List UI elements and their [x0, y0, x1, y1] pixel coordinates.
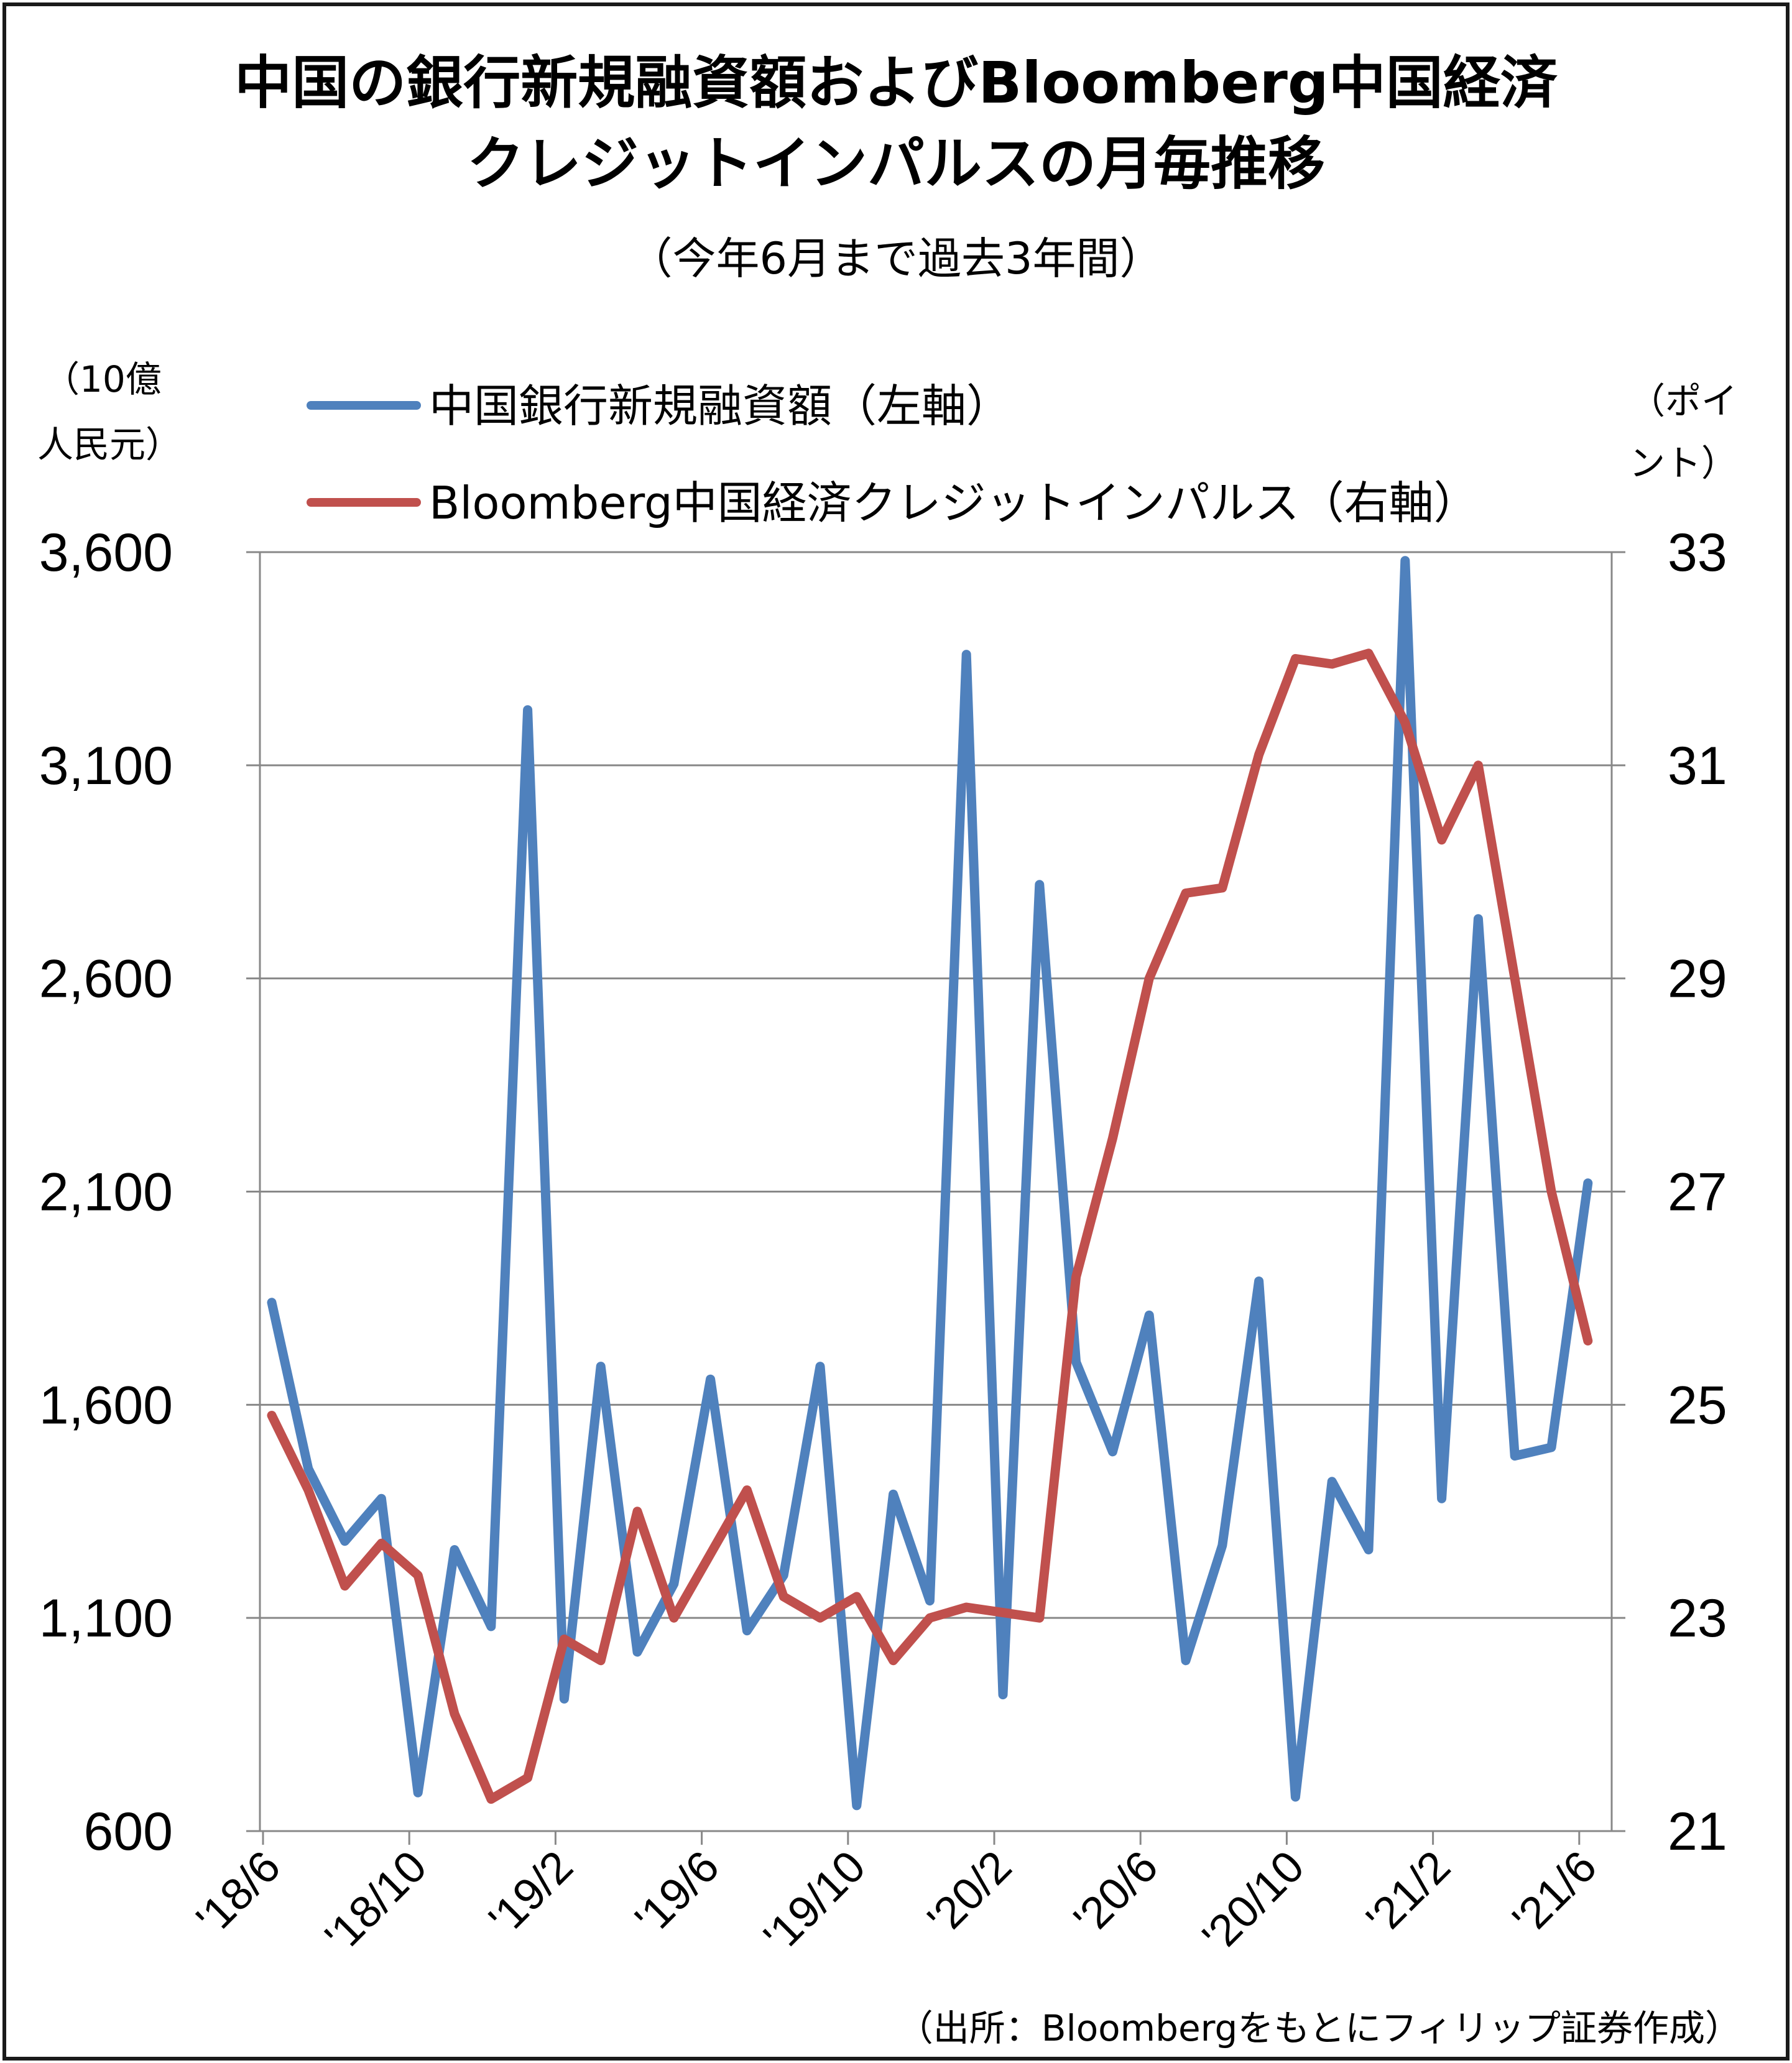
- left-axis-tick-label: 600: [84, 1802, 173, 1862]
- legend-label-impulse: Bloomberg中国経済クレジットインパルス（右軸）: [429, 477, 1479, 529]
- left-axis-tick-label: 2,600: [39, 949, 173, 1009]
- x-axis-tick-label: '21/6: [1503, 1842, 1606, 1944]
- series-lines: [267, 556, 1593, 1811]
- right-axis-tick-label: 29: [1668, 949, 1727, 1009]
- right-axis-tick-label: 31: [1668, 736, 1727, 796]
- legend-label-loans: 中国銀行新規融資額（左軸）: [429, 380, 1011, 432]
- right-axis-tick-label: 23: [1668, 1589, 1727, 1648]
- x-axis-tick-label: '20/6: [1065, 1842, 1167, 1944]
- x-axis-tick-label: '20/10: [1193, 1842, 1314, 1962]
- left-axis-tick-label: 3,600: [39, 523, 173, 583]
- chart-subtitle: （今年6月まで過去3年間）: [629, 233, 1163, 284]
- left-axis-tick-label: 3,100: [39, 736, 173, 796]
- left-axis-tick-labels: 600 1,100 1,600 2,100 2,600 3,100 3,600: [39, 523, 173, 1862]
- left-axis-tick-label: 1,100: [39, 1589, 173, 1648]
- series-line-loans: [267, 556, 1593, 1811]
- right-axis-tick-label: 21: [1668, 1802, 1727, 1862]
- x-axis-tick-label: '19/10: [754, 1842, 875, 1962]
- x-axis-tick-label: '19/2: [479, 1842, 582, 1944]
- legend: 中国銀行新規融資額（左軸） Bloomberg中国経済クレジットインパルス（右軸…: [307, 380, 1479, 529]
- left-axis-tick-label: 2,100: [39, 1163, 173, 1222]
- x-axis-tick-label: '18/6: [187, 1842, 290, 1944]
- left-axis-unit-line1: （10億: [44, 358, 162, 400]
- chart-title-line1: 中国の銀行新規融資額およびBloomberg中国経済: [234, 50, 1558, 116]
- series-line-impulse: [267, 648, 1593, 1804]
- right-axis-unit-line1: （ポイ: [1629, 380, 1737, 422]
- source-note: （出所：Bloombergをもとにフィリップ証券作成）: [897, 2007, 1741, 2049]
- x-axis-tick-label: '19/6: [626, 1842, 729, 1944]
- right-axis-tick-label: 25: [1668, 1375, 1727, 1435]
- right-axis-tick-label: 27: [1668, 1163, 1727, 1222]
- axes: [246, 551, 1625, 1845]
- right-axis-unit-line2: ント）: [1629, 442, 1737, 484]
- x-axis-tick-label: '20/2: [918, 1842, 1021, 1944]
- right-axis-tick-labels: 21 23 25 27 29 31 33: [1668, 523, 1727, 1862]
- chart-title-line2: クレジットインパルスの月毎推移: [467, 131, 1325, 197]
- left-axis-tick-label: 1,600: [39, 1375, 173, 1435]
- x-axis-tick-label: '18/10: [316, 1842, 436, 1962]
- x-axis-tick-label: '21/2: [1357, 1842, 1460, 1944]
- x-axis-tick-labels: '18/6 '18/10 '19/2 '19/6'19/10 '20/2 '20/6 '20…: [187, 1842, 1606, 1962]
- right-axis-tick-label: 33: [1668, 523, 1727, 583]
- left-axis-unit-line2: 人民元）: [37, 423, 182, 466]
